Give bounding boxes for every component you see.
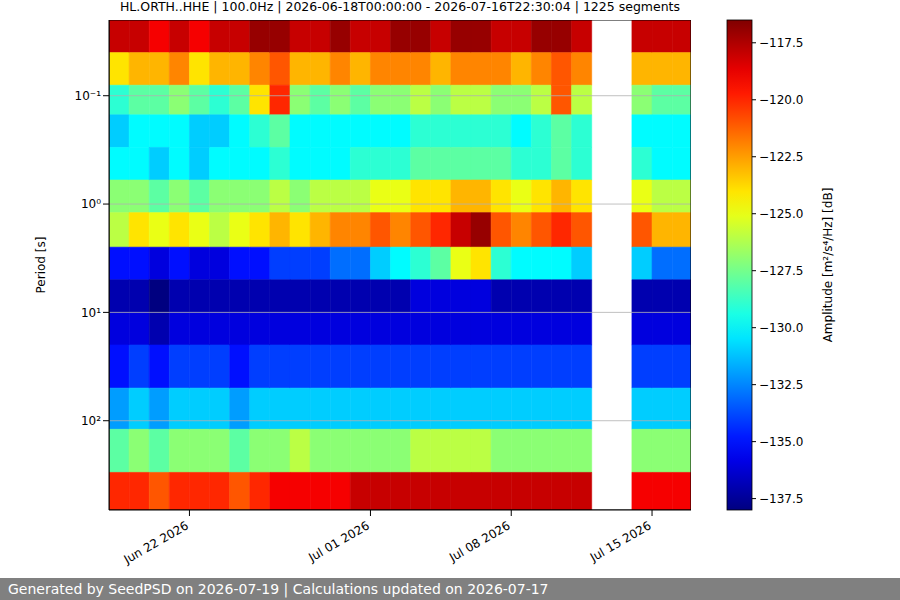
svg-text:Jul 01 2026: Jul 01 2026 <box>305 518 372 565</box>
svg-text:10⁰: 10⁰ <box>81 197 101 211</box>
svg-text:−120.0: −120.0 <box>759 93 803 107</box>
svg-text:−117.5: −117.5 <box>759 36 803 50</box>
svg-text:−122.5: −122.5 <box>759 150 803 164</box>
html-text:Generated by SeedPSD on 2026-0: Generated by SeedPSD on 2026-07-19 | Cal… <box>8 581 549 597</box>
svg-text:Amplitude [m²/s⁴/Hz] [dB]: Amplitude [m²/s⁴/Hz] [dB] <box>821 188 835 343</box>
svg-text:10²: 10² <box>81 414 101 428</box>
svg-text:−135.0: −135.0 <box>759 435 803 449</box>
svg-text:Period [s]: Period [s] <box>34 237 48 294</box>
svg-text:−130.0: −130.0 <box>759 321 803 335</box>
svg-text:−127.5: −127.5 <box>759 264 803 278</box>
svg-text:Jul 15 2026: Jul 15 2026 <box>587 518 654 565</box>
svg-text:−137.5: −137.5 <box>759 492 803 506</box>
svg-text:10¹: 10¹ <box>81 306 101 320</box>
svg-text:10⁻¹: 10⁻¹ <box>75 89 102 103</box>
svg-text:−125.0: −125.0 <box>759 207 803 221</box>
svg-text:−132.5: −132.5 <box>759 378 803 392</box>
svg-text:Jul 08 2026: Jul 08 2026 <box>446 518 513 565</box>
svg-text:Jun 22 2026: Jun 22 2026 <box>121 518 191 567</box>
html-text:HL.ORTH..HHE | 100.0Hz | 2026-: HL.ORTH..HHE | 100.0Hz | 2026-06-18T00:0… <box>120 0 680 14</box>
